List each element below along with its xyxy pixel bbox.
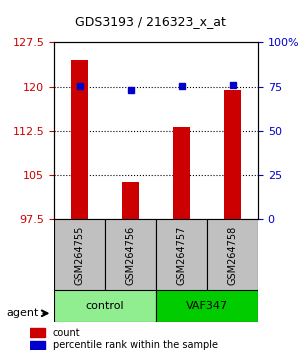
FancyBboxPatch shape: [105, 219, 156, 290]
FancyBboxPatch shape: [54, 219, 105, 290]
Text: GSM264756: GSM264756: [125, 225, 136, 285]
FancyBboxPatch shape: [54, 290, 156, 322]
FancyBboxPatch shape: [156, 290, 258, 322]
Text: percentile rank within the sample: percentile rank within the sample: [53, 340, 218, 350]
Bar: [70, 60, 88, 219]
Bar: [30, 328, 45, 337]
Text: control: control: [86, 301, 124, 311]
Text: count: count: [53, 327, 81, 338]
FancyBboxPatch shape: [207, 219, 258, 290]
Text: agent: agent: [6, 308, 38, 318]
Text: GSM264758: GSM264758: [227, 225, 238, 285]
Bar: [224, 90, 242, 219]
FancyBboxPatch shape: [156, 219, 207, 290]
Text: VAF347: VAF347: [186, 301, 228, 311]
Bar: [122, 182, 140, 219]
Bar: [30, 341, 45, 349]
Text: GSM264757: GSM264757: [176, 225, 187, 285]
Bar: [172, 127, 190, 219]
Text: GDS3193 / 216323_x_at: GDS3193 / 216323_x_at: [75, 15, 225, 28]
Text: GSM264755: GSM264755: [74, 225, 85, 285]
